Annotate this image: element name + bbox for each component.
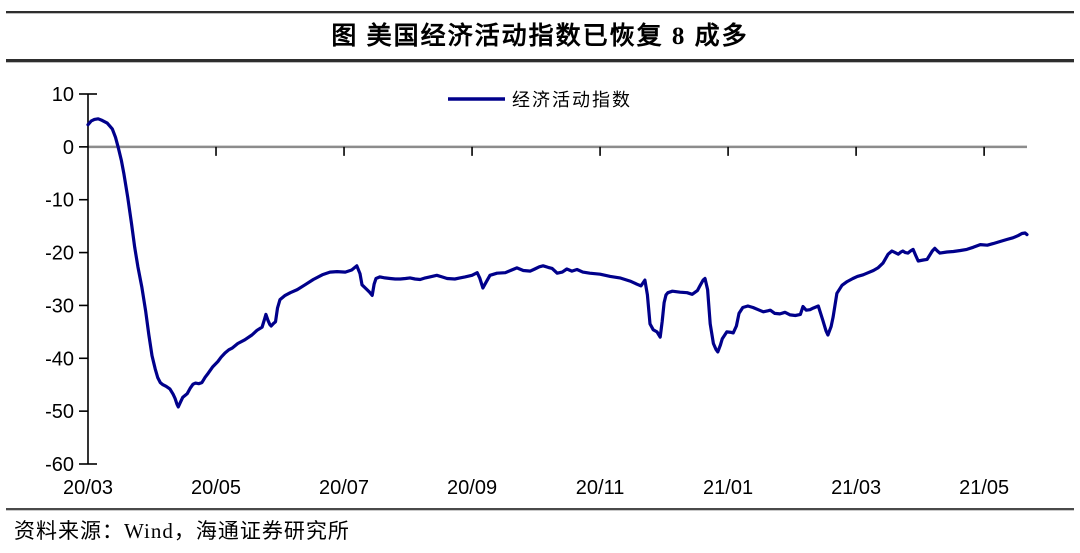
y-tick-label--30: -30 (45, 295, 74, 317)
legend-label: 经济活动指数 (512, 90, 632, 110)
x-tick-label-20/03: 20/03 (63, 477, 113, 499)
y-tick-label-0: 0 (63, 137, 74, 159)
x-tick-label-20/09: 20/09 (447, 477, 497, 499)
footer-divider (6, 508, 1074, 510)
top-divider (6, 11, 1074, 13)
x-tick-label-21/03: 21/03 (831, 477, 881, 499)
y-tick-label--20: -20 (45, 243, 74, 265)
chart-title: 图 美国经济活动指数已恢复 8 成多 (331, 23, 749, 50)
chart-area: 10 0 -10 -20 -30 -40 -50 -60 20/03 20/05 20/07 20/0… (0, 62, 1080, 507)
y-tick-label--10: -10 (45, 190, 74, 212)
x-tick-label-21/01: 21/01 (703, 477, 753, 499)
title-divider (6, 59, 1074, 62)
y-tick-label--40: -40 (45, 348, 74, 370)
x-tick-label-20/11: 20/11 (576, 477, 625, 499)
y-tick-label--50: -50 (45, 401, 74, 423)
y-tick-label-10: 10 (52, 84, 74, 106)
x-tick-label-20/05: 20/05 (191, 477, 241, 499)
source-note: 资料来源：Wind，海通证券研究所 (14, 519, 350, 543)
x-tick-label-20/07: 20/07 (319, 477, 369, 499)
y-tick-label--60: -60 (45, 454, 74, 476)
series-line-0 (86, 117, 1029, 409)
x-tick-label-21/05: 21/05 (959, 477, 1009, 499)
